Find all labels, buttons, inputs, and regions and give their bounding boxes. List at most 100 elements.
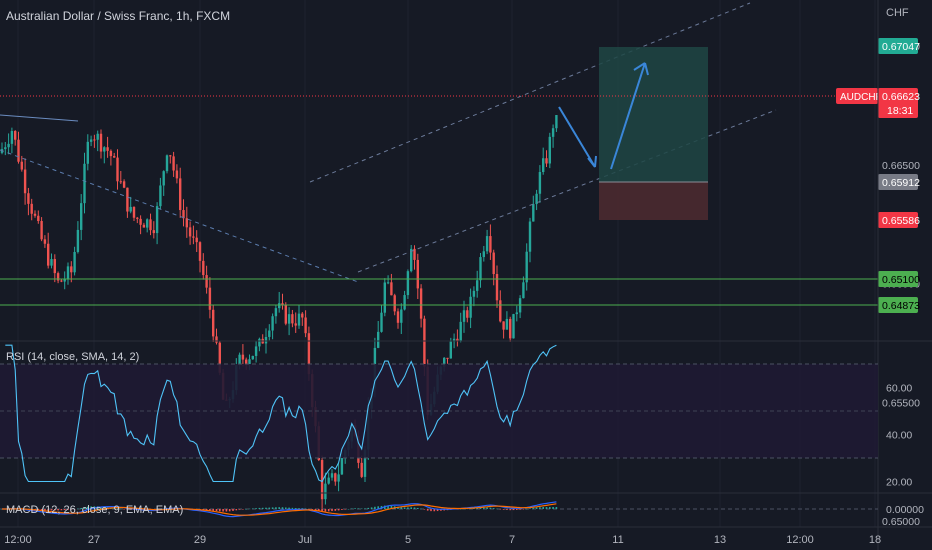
price-tag-stop: 0.65586 — [878, 212, 920, 228]
ascending-channel-lower — [357, 109, 777, 273]
time-tick-label: 18 — [869, 534, 881, 546]
macd-bar — [265, 507, 267, 509]
macd-bar — [291, 507, 294, 509]
macd-zero-tick: 0.00000 — [886, 504, 924, 516]
candle-body — [202, 260, 205, 276]
projection-arrows — [558, 62, 649, 170]
macd-bar — [90, 506, 92, 509]
candle-body — [56, 273, 60, 281]
macd-bar — [205, 509, 208, 511]
candle-body — [535, 193, 538, 205]
candle-body — [215, 336, 218, 343]
time-tick-label: Jul — [298, 534, 312, 546]
macd-bar — [479, 507, 482, 509]
macd-bar — [294, 508, 297, 509]
candle-body — [122, 181, 126, 188]
macd-bar — [271, 507, 274, 509]
arrow-down-icon — [558, 106, 597, 168]
macd-bar — [308, 509, 310, 510]
candle-body — [30, 203, 33, 214]
candle-body — [251, 355, 254, 360]
candle-body — [146, 219, 149, 228]
candle-body — [324, 483, 327, 500]
macd-bar — [70, 509, 73, 510]
candle-body — [47, 243, 50, 266]
macd-bar — [552, 506, 554, 509]
macd-bar — [337, 509, 340, 511]
macd-bar — [212, 509, 214, 511]
macd-bar — [318, 509, 320, 511]
candle-body — [499, 300, 502, 322]
macd-bar — [426, 509, 429, 511]
macd-bar — [499, 509, 502, 510]
macd-bar — [334, 509, 337, 511]
candle-body — [551, 128, 555, 137]
macd-bar — [252, 508, 254, 509]
candle-body — [281, 303, 284, 305]
candle-body — [340, 458, 344, 475]
macd-bar — [519, 509, 521, 510]
candle-body — [17, 139, 20, 162]
macd-bar — [417, 507, 419, 509]
macd-bar — [275, 507, 277, 509]
macd-signal-line — [2, 503, 557, 516]
candle-body — [502, 321, 505, 330]
candle-body — [515, 312, 518, 315]
macd-bar — [116, 508, 119, 509]
candle-body — [410, 248, 413, 272]
candle-body — [238, 354, 241, 366]
time-tick-label: 13 — [714, 534, 726, 546]
macd-bar — [433, 509, 436, 512]
candle-body — [383, 282, 386, 313]
price-tick-label: 0.66500 — [882, 160, 920, 172]
candle-body — [446, 357, 449, 359]
macd-bar — [235, 509, 238, 511]
macd-bar — [506, 509, 508, 510]
macd-bar — [77, 508, 79, 510]
candle-body — [70, 266, 73, 273]
time-tick-label: 27 — [88, 534, 100, 546]
macd-bar — [238, 509, 241, 510]
candle-body — [466, 310, 469, 318]
macd-bar — [232, 509, 234, 511]
current-price-label: 0.66623 — [882, 91, 920, 103]
candle-body — [377, 331, 380, 348]
macd-bar — [209, 509, 211, 511]
candle-body — [274, 308, 278, 317]
candle-body — [548, 136, 551, 164]
time-tick-label: 12:00 — [786, 534, 814, 546]
candle-body — [386, 282, 390, 284]
candle-body — [142, 224, 146, 228]
macd-bar — [103, 506, 106, 509]
macd-bar — [476, 508, 478, 509]
macd-bar — [492, 508, 495, 509]
price-tick-label: 0.65000 — [882, 516, 920, 528]
candle-body — [149, 219, 152, 231]
candle-body — [406, 271, 410, 296]
target-zone — [599, 47, 708, 182]
candle-body — [449, 341, 452, 359]
macd-bar — [44, 509, 46, 511]
stop-price-label: 0.65586 — [882, 215, 920, 227]
macd-bar — [555, 507, 558, 509]
macd-bar — [397, 506, 399, 509]
candle-body — [327, 477, 330, 484]
macd-bar — [360, 508, 363, 510]
symbol-label: AUDCHF — [840, 92, 882, 103]
candle-body — [182, 210, 185, 219]
candle-body — [492, 252, 495, 275]
candle-body — [380, 312, 383, 332]
macd-bar — [301, 508, 304, 509]
candle-body — [294, 323, 297, 326]
target-price-label: 0.67047 — [882, 41, 920, 53]
macd-bar — [311, 509, 313, 510]
macd-bar — [486, 507, 488, 509]
macd-bar — [410, 507, 412, 509]
candle-body — [522, 282, 525, 299]
macd-bar — [285, 507, 287, 509]
macd-bar — [483, 507, 485, 509]
candle-body — [258, 338, 261, 347]
candle-body — [320, 460, 324, 500]
